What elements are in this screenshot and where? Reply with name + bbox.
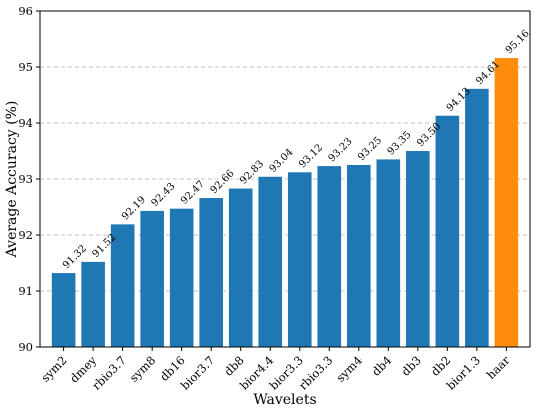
x-tick-label: db2 — [428, 353, 453, 378]
y-tick-label: 96 — [18, 4, 33, 18]
y-axis-title: Average Accuracy (%) — [4, 101, 20, 259]
data-label: 93.23 — [327, 136, 355, 164]
y-tick-label: 91 — [18, 284, 33, 298]
bar-bior3.3 — [287, 172, 312, 347]
y-tick-label: 93 — [18, 172, 33, 186]
bar-haar — [494, 58, 519, 347]
bar-bior1.3 — [465, 88, 489, 347]
bar-db3 — [406, 151, 430, 347]
bar-bior4.4 — [258, 176, 283, 347]
bars — [51, 58, 519, 347]
x-tick-label: db8 — [221, 353, 246, 378]
x-tick-label: sym8 — [127, 353, 159, 385]
x-tick-label: sym4 — [333, 353, 365, 385]
bar-rbio3.7 — [110, 224, 135, 347]
x-tick-label: sym2 — [38, 353, 70, 385]
x-axis-title: Wavelets — [253, 392, 316, 408]
x-tick-label: haar — [484, 353, 513, 382]
bar-bior3.7 — [199, 198, 224, 347]
y-tick-label: 95 — [18, 60, 33, 74]
bar-sym8 — [140, 210, 164, 347]
x-tick-label: db4 — [369, 353, 394, 378]
y-axis-ticks: 90 91 92 93 94 95 96 — [18, 4, 40, 354]
data-label: 95.16 — [504, 28, 532, 56]
bar-rbio3.3 — [317, 166, 342, 347]
y-tick-label: 94 — [18, 116, 33, 130]
data-label: 93.25 — [356, 135, 384, 163]
x-tick-label: db3 — [398, 353, 423, 378]
data-label: 93.04 — [268, 147, 296, 175]
bar-db2 — [435, 115, 460, 347]
bar-sym4 — [346, 165, 371, 347]
bar-db16 — [169, 208, 194, 347]
data-label: 92.43 — [150, 181, 178, 209]
bar-db4 — [376, 159, 401, 347]
bar-db8 — [228, 188, 253, 347]
bar-dmey — [81, 261, 105, 347]
y-tick-label: 92 — [18, 228, 33, 242]
bar-sym2 — [51, 273, 76, 347]
y-tick-label: 90 — [18, 340, 33, 354]
